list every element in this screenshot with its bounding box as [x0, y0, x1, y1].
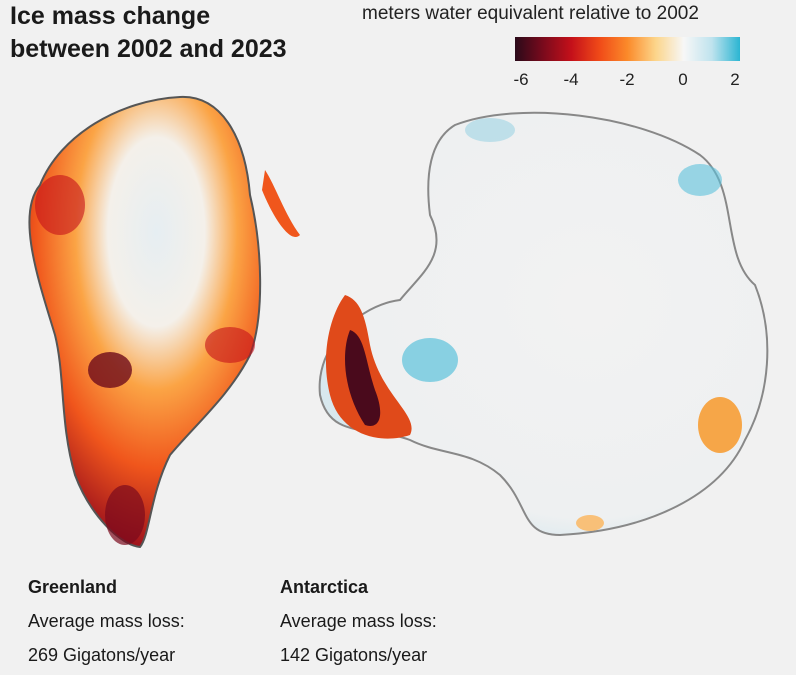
ice-map	[28, 95, 769, 549]
region-name: Greenland	[28, 577, 118, 597]
antarctica	[262, 111, 769, 537]
region-value: 269 Gigatons/year	[28, 645, 176, 665]
title-line-1: Ice mass change	[10, 2, 211, 30]
region-label: Average mass loss:	[280, 611, 437, 631]
region-value: 142 Gigatons/year	[280, 645, 428, 665]
colorbar-rect	[515, 37, 740, 61]
legend-tick: -4	[563, 70, 579, 89]
legend-tick: -2	[619, 70, 635, 89]
chart-title: Ice mass change between 2002 and 2023	[10, 0, 287, 66]
region-antarctica: Antarctica Average mass loss: 142 Gigato…	[280, 570, 437, 672]
region-label: Average mass loss:	[28, 611, 185, 631]
legend-tick: 2	[730, 70, 740, 89]
legend-tick: 0	[678, 70, 688, 89]
colorbar	[515, 37, 740, 61]
greenland	[28, 95, 262, 549]
region-name: Antarctica	[280, 577, 369, 597]
region-greenland: Greenland Average mass loss: 269 Gigaton…	[28, 570, 185, 672]
title-line-2: between 2002 and 2023	[10, 35, 287, 63]
legend-tick: -6	[513, 70, 529, 89]
legend-title: meters water equivalent relative to 2002	[362, 3, 699, 24]
